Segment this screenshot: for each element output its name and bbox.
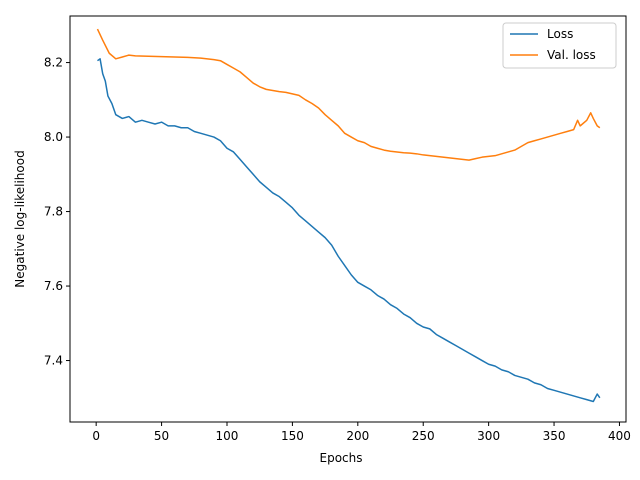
x-axis-label: Epochs	[320, 451, 363, 465]
legend: Loss Val. loss	[502, 22, 617, 69]
y-tick-label: 7.6	[44, 279, 63, 293]
x-tick-label: 50	[154, 429, 169, 443]
series-line-val-loss	[96, 28, 601, 161]
series-line-loss	[97, 58, 601, 403]
y-axis-label: Negative log-likelihood	[13, 150, 27, 287]
legend-label-loss: Loss	[547, 27, 573, 41]
series-layer	[96, 28, 601, 403]
y-tick-label: 8.0	[44, 130, 63, 144]
legend-label-val-loss: Val. loss	[547, 48, 596, 62]
y-tick-label: 7.8	[44, 205, 63, 219]
x-axis-ticks: 0 50 100 150 200 250 300 350 400	[92, 422, 631, 443]
y-axis-ticks: 7.4 7.6 7.8 8.0 8.2	[44, 56, 70, 368]
x-tick-label: 0	[92, 429, 100, 443]
y-tick-label: 7.4	[44, 354, 63, 368]
x-tick-label: 400	[608, 429, 631, 443]
y-tick-label: 8.2	[44, 56, 63, 70]
x-tick-label: 350	[543, 429, 566, 443]
x-tick-label: 100	[216, 429, 239, 443]
x-tick-label: 250	[412, 429, 435, 443]
x-tick-label: 200	[346, 429, 369, 443]
x-tick-label: 150	[281, 429, 304, 443]
x-tick-label: 300	[477, 429, 500, 443]
plot-frame	[69, 15, 627, 423]
